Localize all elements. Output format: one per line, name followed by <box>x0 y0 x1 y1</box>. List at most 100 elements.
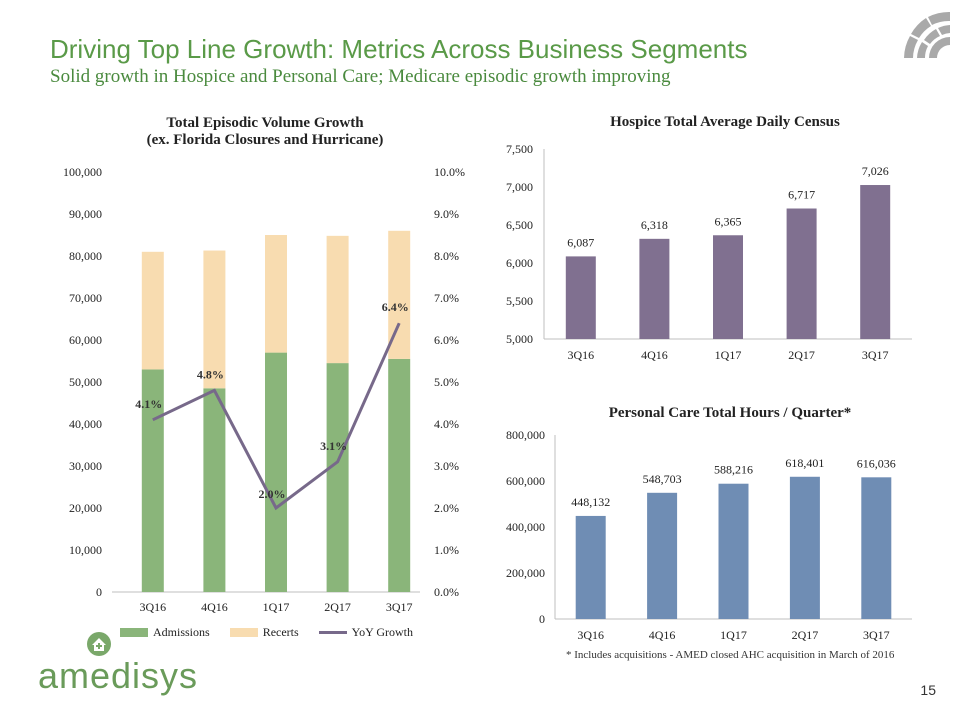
personal-care-bar <box>789 476 820 619</box>
personal-care-y-tick: 0 <box>539 612 545 626</box>
personal-care-y-tick: 600,000 <box>506 474 545 488</box>
hospice-data-label: 6,365 <box>715 214 742 228</box>
hospice-data-label: 6,318 <box>641 218 668 232</box>
admissions-bar <box>388 358 411 592</box>
personal-care-x-tick: 4Q16 <box>649 628 676 642</box>
brand-logo: amedisys <box>38 632 198 697</box>
hospice-x-tick: 3Q16 <box>567 348 594 362</box>
legend-admissions: Admissions <box>120 625 210 640</box>
chart1-right-tick: 6.0% <box>434 333 459 347</box>
personal-care-x-tick: 3Q17 <box>863 628 890 642</box>
legend-recerts-swatch <box>229 628 258 637</box>
legend-yoy: YoY Growth <box>318 625 414 640</box>
personal-care-x-tick: 2Q17 <box>792 628 819 642</box>
chart1-right-tick: 0.0% <box>434 585 459 599</box>
chart1-left-tick: 0 <box>96 585 102 599</box>
brand-arc-icon <box>904 11 950 58</box>
admissions-bar <box>141 369 164 592</box>
chart2-title: Hospice Total Average Daily Census <box>610 114 840 130</box>
personal-care-x-tick: 1Q17 <box>720 628 747 642</box>
yoy-data-label: 4.1% <box>135 397 162 411</box>
chart1-right-tick: 1.0% <box>434 543 459 557</box>
recerts-bar <box>326 235 349 364</box>
chart3-title: Personal Care Total Hours / Quarter* <box>608 405 852 421</box>
hospice-x-tick: 4Q16 <box>641 348 668 362</box>
page-subtitle: Solid growth in Hospice and Personal Car… <box>50 66 671 87</box>
page-title: Driving Top Line Growth: Metrics Across … <box>50 34 748 64</box>
hospice-y-tick: 5,000 <box>506 332 533 346</box>
personal-care-data-label: 548,703 <box>643 472 682 486</box>
legend-recerts-label: Recerts <box>262 625 299 639</box>
chart1-left-tick: 70,000 <box>69 291 102 305</box>
yoy-growth-line <box>152 322 401 511</box>
legend-admissions-label: Admissions <box>153 625 210 639</box>
personal-care-data-label: 448,132 <box>571 495 610 509</box>
chart1-x-tick: 2Q17 <box>324 600 351 614</box>
chart1-legend: Admissions Recerts YoY Growth <box>120 625 413 640</box>
chart1-left-tick: 80,000 <box>69 249 102 263</box>
chart1-left-tick: 10,000 <box>69 543 102 557</box>
personal-care-bar <box>718 483 749 619</box>
hospice-y-tick: 7,500 <box>506 142 533 156</box>
chart1-left-tick: 30,000 <box>69 459 102 473</box>
hospice-y-tick: 5,500 <box>506 294 533 308</box>
chart1-right-tick: 7.0% <box>434 291 459 305</box>
chart1-right-tick: 5.0% <box>434 375 459 389</box>
chart1-left-tick: 60,000 <box>69 333 102 347</box>
personal-care-data-label: 588,216 <box>714 463 753 477</box>
chart1-title: Total Episodic Volume Growth (ex. Florid… <box>110 115 420 149</box>
hospice-data-label: 6,717 <box>788 188 815 202</box>
recerts-bar <box>388 230 411 359</box>
legend-admissions-swatch <box>120 628 148 637</box>
personal-care-y-tick: 200,000 <box>506 566 545 580</box>
recerts-bar <box>265 235 287 353</box>
hospice-x-tick: 1Q17 <box>715 348 742 362</box>
personal-care-data-label: 616,036 <box>857 456 896 470</box>
hospice-bar <box>860 185 891 339</box>
personal-care-y-tick: 400,000 <box>506 520 545 534</box>
chart1-left-tick: 20,000 <box>69 501 102 515</box>
legend-yoy-swatch <box>318 631 347 634</box>
personal-care-bar <box>575 515 606 619</box>
personal-care-x-tick: 3Q16 <box>577 628 604 642</box>
chart1-x-tick: 1Q17 <box>263 600 290 614</box>
chart1-right-tick: 2.0% <box>434 501 459 515</box>
legend-recerts: Recerts <box>229 625 299 640</box>
footnote: * Includes acquisitions - AMED closed AH… <box>566 649 895 661</box>
chart1-x-tick: 3Q17 <box>386 600 413 614</box>
house-icon <box>87 632 111 656</box>
hospice-data-label: 6,087 <box>567 235 594 249</box>
chart1-left-tick: 100,000 <box>63 165 102 179</box>
legend-yoy-label: YoY Growth <box>351 625 414 639</box>
chart1-right-tick: 8.0% <box>434 249 459 263</box>
yoy-data-label: 4.8% <box>197 367 224 381</box>
page-number: 15 <box>920 682 936 698</box>
yoy-data-label: 2.0% <box>259 487 286 501</box>
chart1-left-tick: 90,000 <box>69 207 102 221</box>
chart1-right-tick: 10.0% <box>434 165 465 179</box>
recerts-bar <box>203 250 226 389</box>
hospice-bar <box>786 208 817 339</box>
chart1-right-tick: 4.0% <box>434 417 459 431</box>
hospice-y-tick: 6,000 <box>506 256 533 270</box>
hospice-data-label: 7,026 <box>862 164 889 178</box>
hospice-bar <box>713 235 743 339</box>
hospice-x-tick: 3Q17 <box>862 348 889 362</box>
hospice-bar <box>565 256 596 339</box>
hospice-y-tick: 7,000 <box>506 180 533 194</box>
admissions-bar <box>203 388 226 592</box>
chart1-left-tick: 40,000 <box>69 417 102 431</box>
personal-care-data-label: 618,401 <box>785 456 824 470</box>
admissions-bar <box>265 352 287 592</box>
yoy-data-label: 6.4% <box>382 300 409 314</box>
yoy-data-label: 3.1% <box>320 439 347 453</box>
personal-care-bar <box>647 492 678 619</box>
chart1-x-tick: 3Q16 <box>139 600 166 614</box>
hospice-bar <box>639 238 670 339</box>
recerts-bar <box>141 251 164 370</box>
admissions-bar <box>326 363 349 592</box>
personal-care-bar <box>861 477 892 619</box>
chart1-title-line2: (ex. Florida Closures and Hurricane) <box>146 132 384 148</box>
chart1-right-tick: 3.0% <box>434 459 459 473</box>
